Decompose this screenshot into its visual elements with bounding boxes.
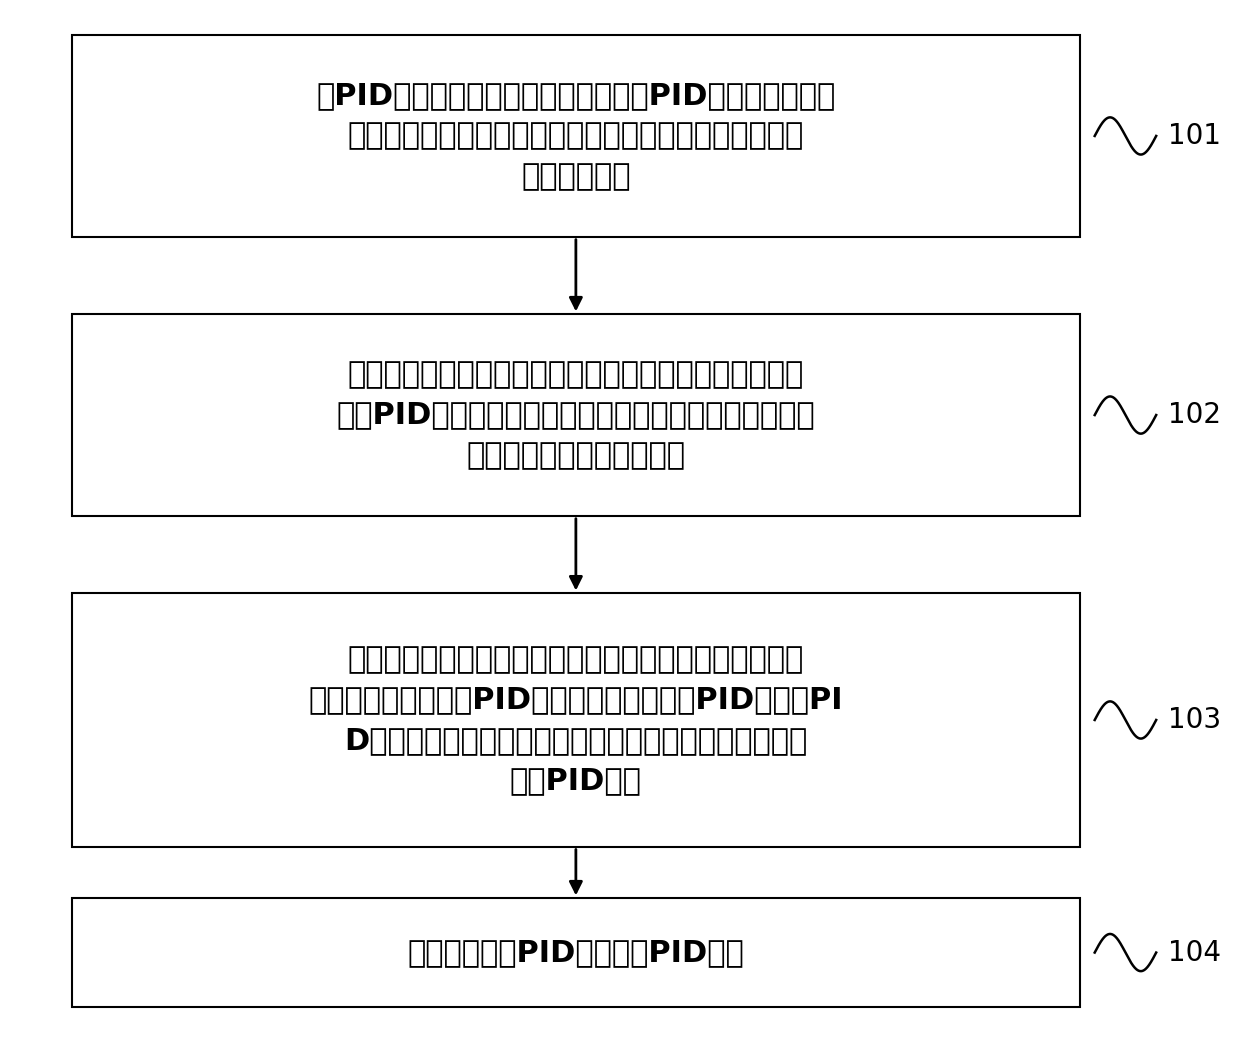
Bar [72, 35, 1080, 237]
Text: 102: 102 [1168, 401, 1221, 429]
Text: 104: 104 [1168, 939, 1221, 967]
Text: 101: 101 [1168, 122, 1221, 150]
Text: 若被控系统的预设调整对象的实时实际位置等于目标位置
，且PID控制器的实时输出速度大于预设阈值，则确定被
控系统的预设调整对象超调: 若被控系统的预设调整对象的实时实际位置等于目标位置 ，且PID控制器的实时输出速… [336, 361, 815, 470]
Bar [72, 315, 1080, 516]
Text: 若PID控制器输出的实时给定位置等于PID控制器设定的目
标位置，则在控制周期中记录被控系统的预设调整对象的
实时实际位置: 若PID控制器输出的实时给定位置等于PID控制器设定的目 标位置，则在控制周期中… [316, 81, 836, 191]
Text: 根据整定后的PID参数进行PID控制: 根据整定后的PID参数进行PID控制 [408, 938, 744, 967]
Text: 103: 103 [1168, 706, 1221, 734]
Text: 根据当前时刻之前预设数量控制周期中预设调整对象的实
时实际位置及预设的PID公式，计算整定后的PID参数，PI
D公式的参数包括目标位置、预设调整对象的实时实际: 根据当前时刻之前预设数量控制周期中预设调整对象的实 时实际位置及预设的PID公式… [309, 645, 843, 795]
Bar [72, 593, 1080, 846]
Bar [72, 898, 1080, 1007]
